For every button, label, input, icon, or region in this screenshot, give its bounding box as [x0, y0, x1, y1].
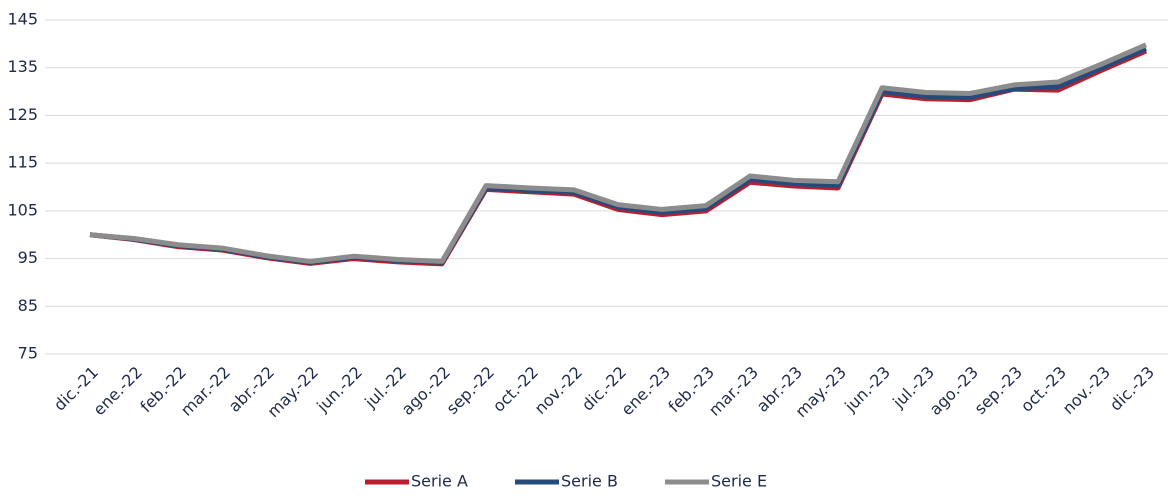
y-tick-label: 85: [18, 296, 38, 315]
legend-label: Serie B: [561, 472, 618, 491]
x-tick-label: jun.-22: [312, 363, 366, 417]
y-tick-label: 145: [7, 10, 38, 29]
x-tick-label: sep.-23: [970, 363, 1026, 419]
x-tick-label: ago.-23: [926, 363, 982, 419]
x-tick-label: mar.-23: [705, 363, 762, 420]
x-tick-label: jun.-23: [840, 363, 894, 417]
x-tick-label: nov.-23: [1059, 363, 1114, 418]
x-tick-label: sep.-22: [442, 363, 498, 419]
legend-label: Serie E: [711, 472, 767, 491]
series-line: [89, 48, 1147, 267]
series-line: [89, 46, 1147, 265]
x-tick-label: mar.-22: [177, 363, 234, 420]
y-tick-label: 75: [18, 344, 38, 363]
x-tick-label: ago.-22: [398, 363, 454, 419]
x-tick-label: ene.-22: [89, 363, 146, 420]
y-tick-label: 95: [18, 248, 38, 267]
y-tick-label: 115: [7, 153, 38, 172]
x-tick-label: dic.-23: [1106, 363, 1158, 415]
legend-label: Serie A: [411, 472, 468, 491]
series-line: [89, 42, 1147, 264]
y-tick-label: 105: [7, 200, 38, 219]
x-tick-label: ene.-23: [617, 363, 674, 420]
y-tick-label: 125: [7, 105, 38, 124]
x-tick-label: nov.-22: [531, 363, 586, 418]
y-tick-label: 135: [7, 57, 38, 76]
